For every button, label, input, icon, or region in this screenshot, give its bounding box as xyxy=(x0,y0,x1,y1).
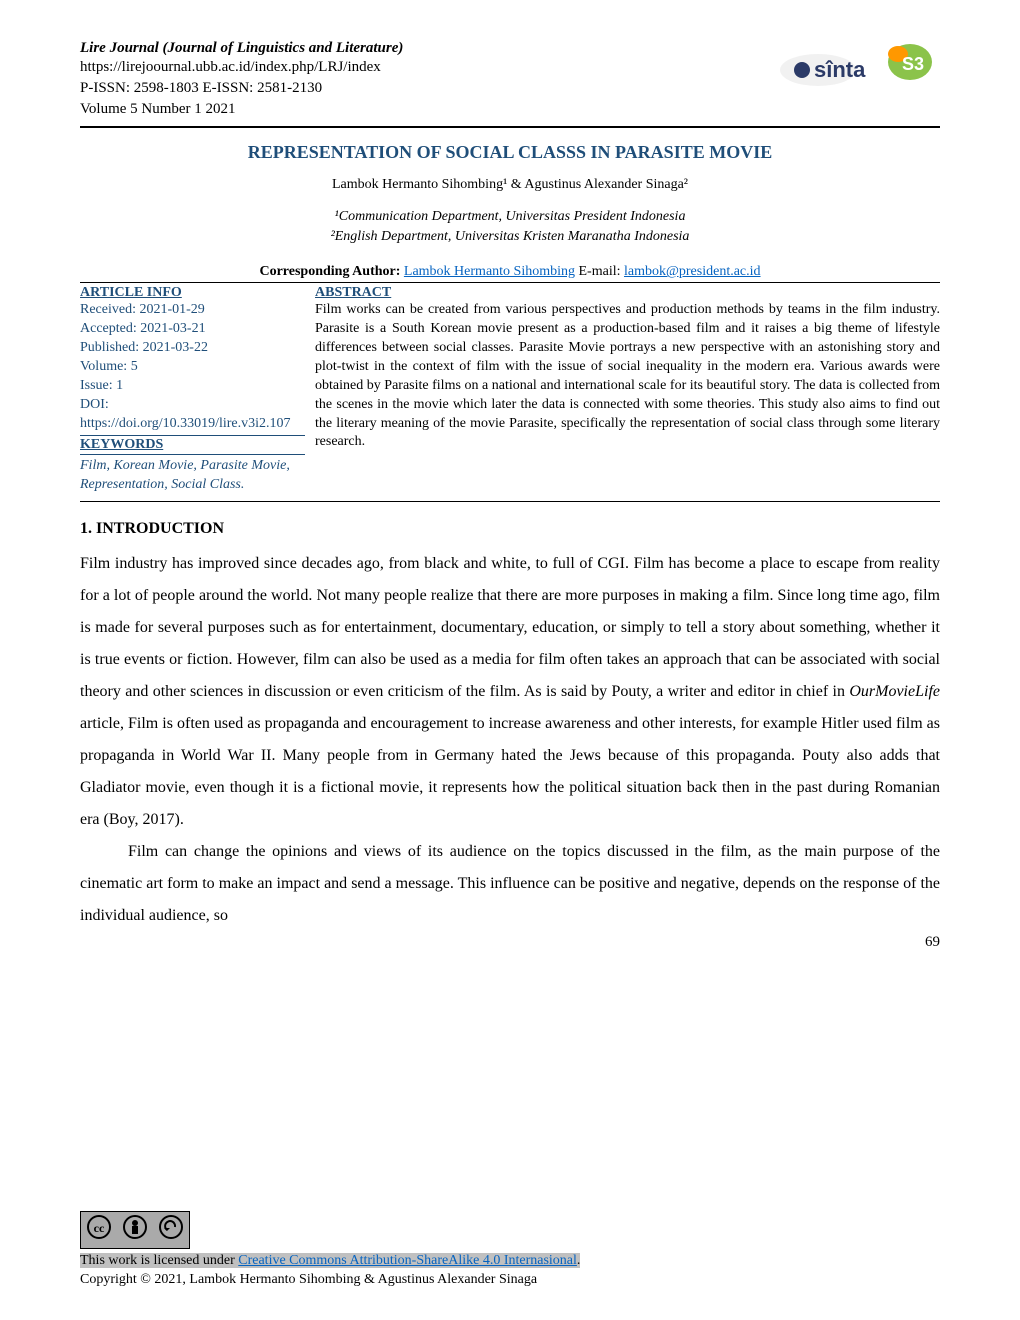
copyright-line: Copyright © 2021, Lambok Hermanto Sihomb… xyxy=(80,1270,940,1290)
intro-p2: Film can change the opinions and views o… xyxy=(80,836,940,932)
by-icon xyxy=(117,1214,153,1246)
cc-icon: cc xyxy=(81,1214,117,1246)
received-date: Received: 2021-01-29 xyxy=(80,301,305,320)
license-link[interactable]: Creative Commons Attribution-ShareAlike … xyxy=(238,1253,577,1268)
affiliations: ¹Communication Department, Universitas P… xyxy=(80,207,940,246)
volume-info: Volume: 5 xyxy=(80,358,305,377)
license-suffix: . xyxy=(577,1253,581,1268)
issue-info: Issue: 1 xyxy=(80,377,305,396)
volume-line: Volume 5 Number 1 2021 xyxy=(80,99,940,120)
cc-license-badge: cc xyxy=(80,1211,190,1249)
corresponding-author: Corresponding Author: Lambok Hermanto Si… xyxy=(80,264,940,280)
license-prefix: This work is licensed under xyxy=(80,1253,238,1268)
header-divider xyxy=(80,126,940,128)
svg-text:sînta: sînta xyxy=(814,57,866,82)
journal-header: Lire Journal (Journal of Linguistics and… xyxy=(80,40,940,120)
authors-line: Lambok Hermanto Sihombing¹ & Agustinus A… xyxy=(80,177,940,193)
corresponding-name-link[interactable]: Lambok Hermanto Sihombing xyxy=(404,264,575,279)
sa-icon xyxy=(153,1214,189,1246)
keywords-header: KEYWORDS xyxy=(80,435,305,455)
published-date: Published: 2021-03-22 xyxy=(80,339,305,358)
svg-text:cc: cc xyxy=(94,1221,105,1235)
page-footer: cc This work is licensed under Creative … xyxy=(80,1211,940,1290)
keywords-text: Film, Korean Movie, Parasite Movie, Repr… xyxy=(80,457,305,495)
accepted-date: Accepted: 2021-03-21 xyxy=(80,320,305,339)
article-info-header: ARTICLE INFO xyxy=(80,285,305,301)
intro-p1b: article, Film is often used as propagand… xyxy=(80,715,940,828)
intro-p1-italic: OurMovieLife xyxy=(849,683,940,700)
license-line: This work is licensed under Creative Com… xyxy=(80,1251,940,1271)
introduction-body: Film industry has improved since decades… xyxy=(80,548,940,932)
svg-text:S3: S3 xyxy=(902,54,924,74)
email-label: E-mail: xyxy=(575,264,624,279)
affiliation-2: ²English Department, Universitas Kristen… xyxy=(80,227,940,247)
abstract-header: ABSTRACT xyxy=(315,285,940,301)
corresponding-email-link[interactable]: lambok@president.ac.id xyxy=(624,264,761,279)
abstract-column: ABSTRACT Film works can be created from … xyxy=(315,285,940,495)
corresponding-label: Corresponding Author: xyxy=(259,264,403,279)
abstract-text: Film works can be created from various p… xyxy=(315,301,940,452)
intro-p1a: Film industry has improved since decades… xyxy=(80,555,940,700)
article-info-grid: ARTICLE INFO Received: 2021-01-29 Accept… xyxy=(80,282,940,502)
affiliation-1: ¹Communication Department, Universitas P… xyxy=(80,207,940,227)
article-title: REPRESENTATION OF SOCIAL CLASSS IN PARAS… xyxy=(80,142,940,163)
page-number: 69 xyxy=(80,934,940,951)
sinta-logo: sînta S3 xyxy=(780,40,940,100)
article-info-column: ARTICLE INFO Received: 2021-01-29 Accept… xyxy=(80,285,315,495)
doi-link[interactable]: https://doi.org/10.33019/lire.v3i2.107 xyxy=(80,415,305,434)
introduction-heading: 1. INTRODUCTION xyxy=(80,520,940,538)
doi-label: DOI: xyxy=(80,396,305,415)
